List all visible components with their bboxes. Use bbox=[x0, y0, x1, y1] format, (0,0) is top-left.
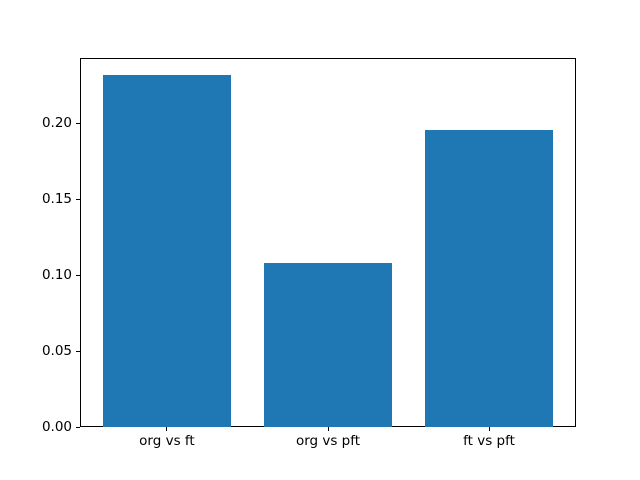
y-tick-mark bbox=[76, 274, 80, 276]
x-tick-label: org vs pft bbox=[295, 433, 361, 450]
x-tick-mark bbox=[327, 427, 329, 432]
y-tick-mark bbox=[76, 426, 80, 428]
y-tick-label: 0.10 bbox=[41, 266, 72, 283]
y-tick-label: 0.00 bbox=[41, 418, 72, 435]
bar-org-vs-pft bbox=[263, 263, 393, 428]
x-tick-mark bbox=[488, 427, 490, 432]
y-tick-mark bbox=[76, 199, 80, 201]
y-tick-label: 0.15 bbox=[41, 191, 72, 208]
y-tick-mark bbox=[76, 123, 80, 125]
x-tick-label: org vs ft bbox=[139, 433, 195, 450]
bar-ft-vs-pft bbox=[424, 129, 554, 428]
y-tick-label: 0.20 bbox=[41, 115, 72, 132]
y-tick-label: 0.05 bbox=[41, 342, 72, 359]
x-tick-mark bbox=[166, 427, 168, 432]
y-tick-mark bbox=[76, 350, 80, 352]
bar-org-vs-ft bbox=[102, 75, 232, 428]
x-tick-label: ft vs pft bbox=[463, 433, 515, 450]
